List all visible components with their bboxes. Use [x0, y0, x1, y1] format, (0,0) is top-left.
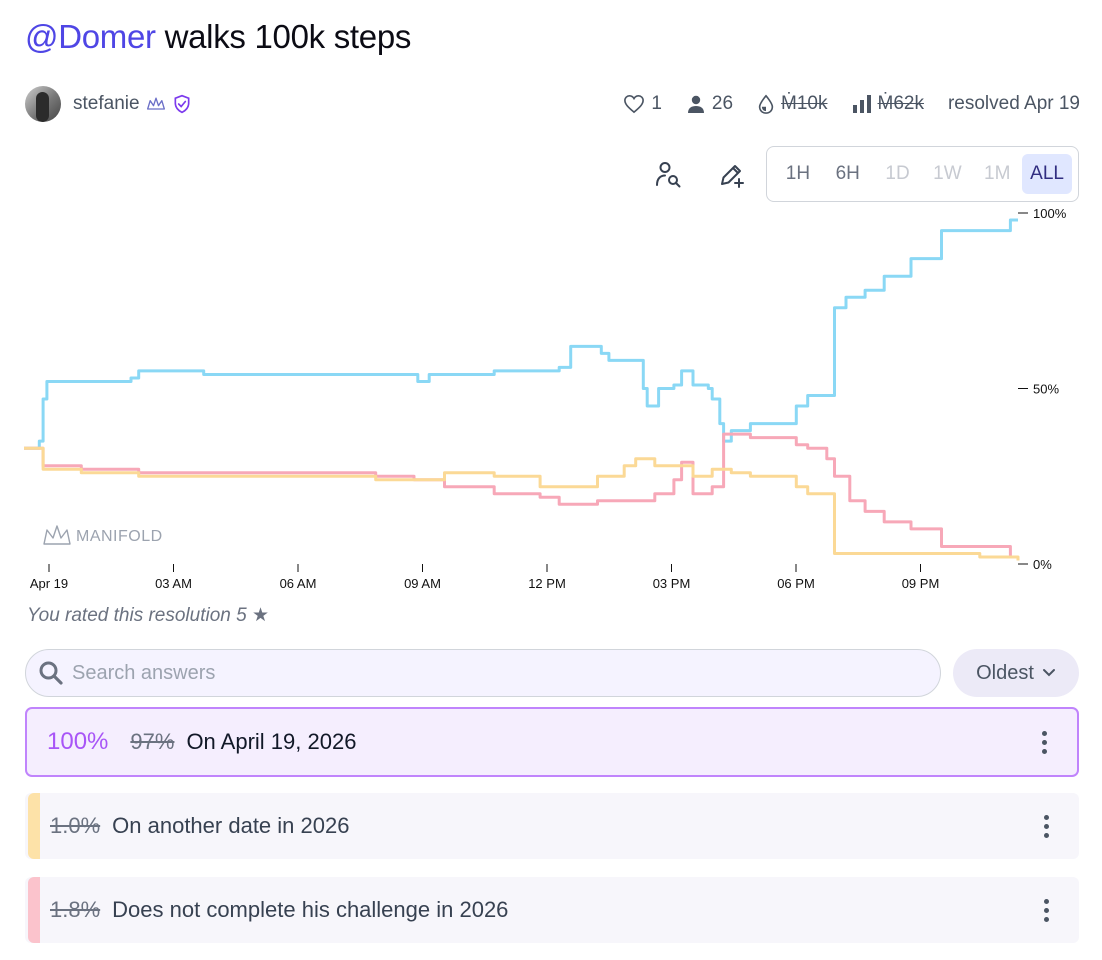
chart-tools: [650, 156, 778, 192]
x-tick-label: 12 PM: [528, 576, 566, 591]
manifold-watermark: MANIFOLD: [43, 525, 163, 545]
title-text: walks 100k steps: [155, 18, 412, 55]
traders-count: 26: [711, 93, 734, 114]
x-tick-label: 06 AM: [280, 576, 317, 591]
droplet-icon: [758, 94, 774, 114]
answer-row[interactable]: 100% 97% On April 19, 2026: [25, 707, 1079, 777]
search-icon: [39, 661, 63, 685]
creator-name[interactable]: stefanie: [73, 93, 140, 114]
answer-color-bar: [28, 877, 40, 943]
likes-count: 1: [651, 93, 662, 114]
series-line-1: [24, 218, 1018, 450]
volume-amount: Ṁ62k: [877, 93, 924, 114]
y-tick-label: 0%: [1033, 557, 1052, 572]
verified-shield-icon: [174, 94, 190, 114]
probability-chart[interactable]: 100% 50% 0% Apr 19 03 AM 06 AM 09 AM 12 PM 03 P…: [0, 200, 1102, 600]
x-tick-label: 09 PM: [902, 576, 940, 591]
likes-stat[interactable]: 1: [623, 93, 662, 115]
title-mention[interactable]: @Domer: [25, 18, 156, 55]
y-axis: 100% 50% 0%: [1018, 206, 1067, 572]
resolution-rating: You rated this resolution 5 ★: [27, 604, 269, 627]
y-tick-label: 50%: [1033, 382, 1059, 397]
liquidity-stat[interactable]: Ṁ10k: [757, 93, 828, 115]
time-range-selector: 1H 6H 1D 1W 1M ALL: [766, 146, 1079, 202]
range-1m: 1M: [984, 163, 1011, 184]
answer-previous-probability: 97%: [130, 729, 175, 754]
page-title: @Domer walks 100k steps: [25, 18, 411, 56]
x-tick-label: 03 PM: [653, 576, 691, 591]
x-axis: Apr 19 03 AM 06 AM 09 AM 12 PM 03 PM 06 PM 09 P…: [30, 564, 939, 591]
x-tick-label: Apr 19: [30, 576, 68, 591]
x-tick-label: 06 PM: [777, 576, 815, 591]
volume-stat[interactable]: Ṁ62k: [852, 93, 924, 115]
series-line-3: [24, 446, 1020, 561]
range-1w: 1W: [933, 163, 962, 184]
search-user-button[interactable]: [650, 156, 686, 192]
avatar[interactable]: [25, 86, 61, 122]
market-meta-row: stefanie 1 26 Ṁ10k: [25, 86, 1080, 122]
user-search-icon: [656, 162, 681, 188]
watermark-text: MANIFOLD: [76, 528, 163, 545]
x-tick-label: 03 AM: [155, 576, 192, 591]
heart-icon: [624, 94, 645, 114]
add-annotation-button[interactable]: [714, 156, 750, 192]
chevron-down-icon: [1042, 669, 1055, 677]
answer-probability: 100%: [47, 728, 109, 755]
series-line-2: [24, 432, 1018, 559]
star-icon: ★: [251, 605, 270, 626]
range-1d: 1D: [885, 163, 910, 184]
search-answers-input[interactable]: [72, 661, 892, 685]
manifold-logo-icon: [43, 525, 71, 545]
chart-series-layer: [24, 218, 1020, 561]
sort-dropdown[interactable]: Oldest: [953, 649, 1079, 697]
market-stats: 1 26 Ṁ10k Ṁ62k resolved Apr 19: [599, 93, 1080, 115]
pencil-plus-icon: [721, 165, 744, 188]
traders-stat[interactable]: 26: [686, 93, 733, 115]
answer-previous-probability: 1.0%: [50, 813, 101, 838]
liquidity-amount: Ṁ10k: [781, 93, 828, 114]
answer-color-bar: [28, 793, 40, 859]
answer-menu-button[interactable]: [1043, 897, 1049, 924]
range-6h[interactable]: 6H: [835, 163, 860, 184]
user-icon: [687, 95, 704, 113]
y-tick-label: 100%: [1033, 206, 1067, 221]
answer-label: On April 19, 2026: [186, 729, 357, 754]
resolved-date: resolved Apr 19: [947, 93, 1080, 114]
answer-label: On another date in 2026: [112, 813, 350, 838]
range-1h[interactable]: 1H: [785, 163, 811, 184]
answer-previous-probability: 1.8%: [50, 897, 101, 922]
answer-label: Does not complete his challenge in 2026: [112, 897, 509, 922]
rating-text: You rated this resolution 5: [27, 605, 247, 626]
sort-label: Oldest: [976, 661, 1034, 684]
answer-row[interactable]: 1.0% On another date in 2026: [25, 793, 1079, 859]
range-all[interactable]: ALL: [1022, 154, 1072, 194]
manifold-crown-icon: [146, 97, 165, 110]
answer-row[interactable]: 1.8% Does not complete his challenge in …: [25, 877, 1079, 943]
bar-chart-icon: [852, 95, 871, 113]
answer-menu-button[interactable]: [1043, 813, 1049, 840]
search-answers-box: [25, 649, 941, 697]
answer-menu-button[interactable]: [1041, 729, 1047, 756]
x-tick-label: 09 AM: [404, 576, 441, 591]
